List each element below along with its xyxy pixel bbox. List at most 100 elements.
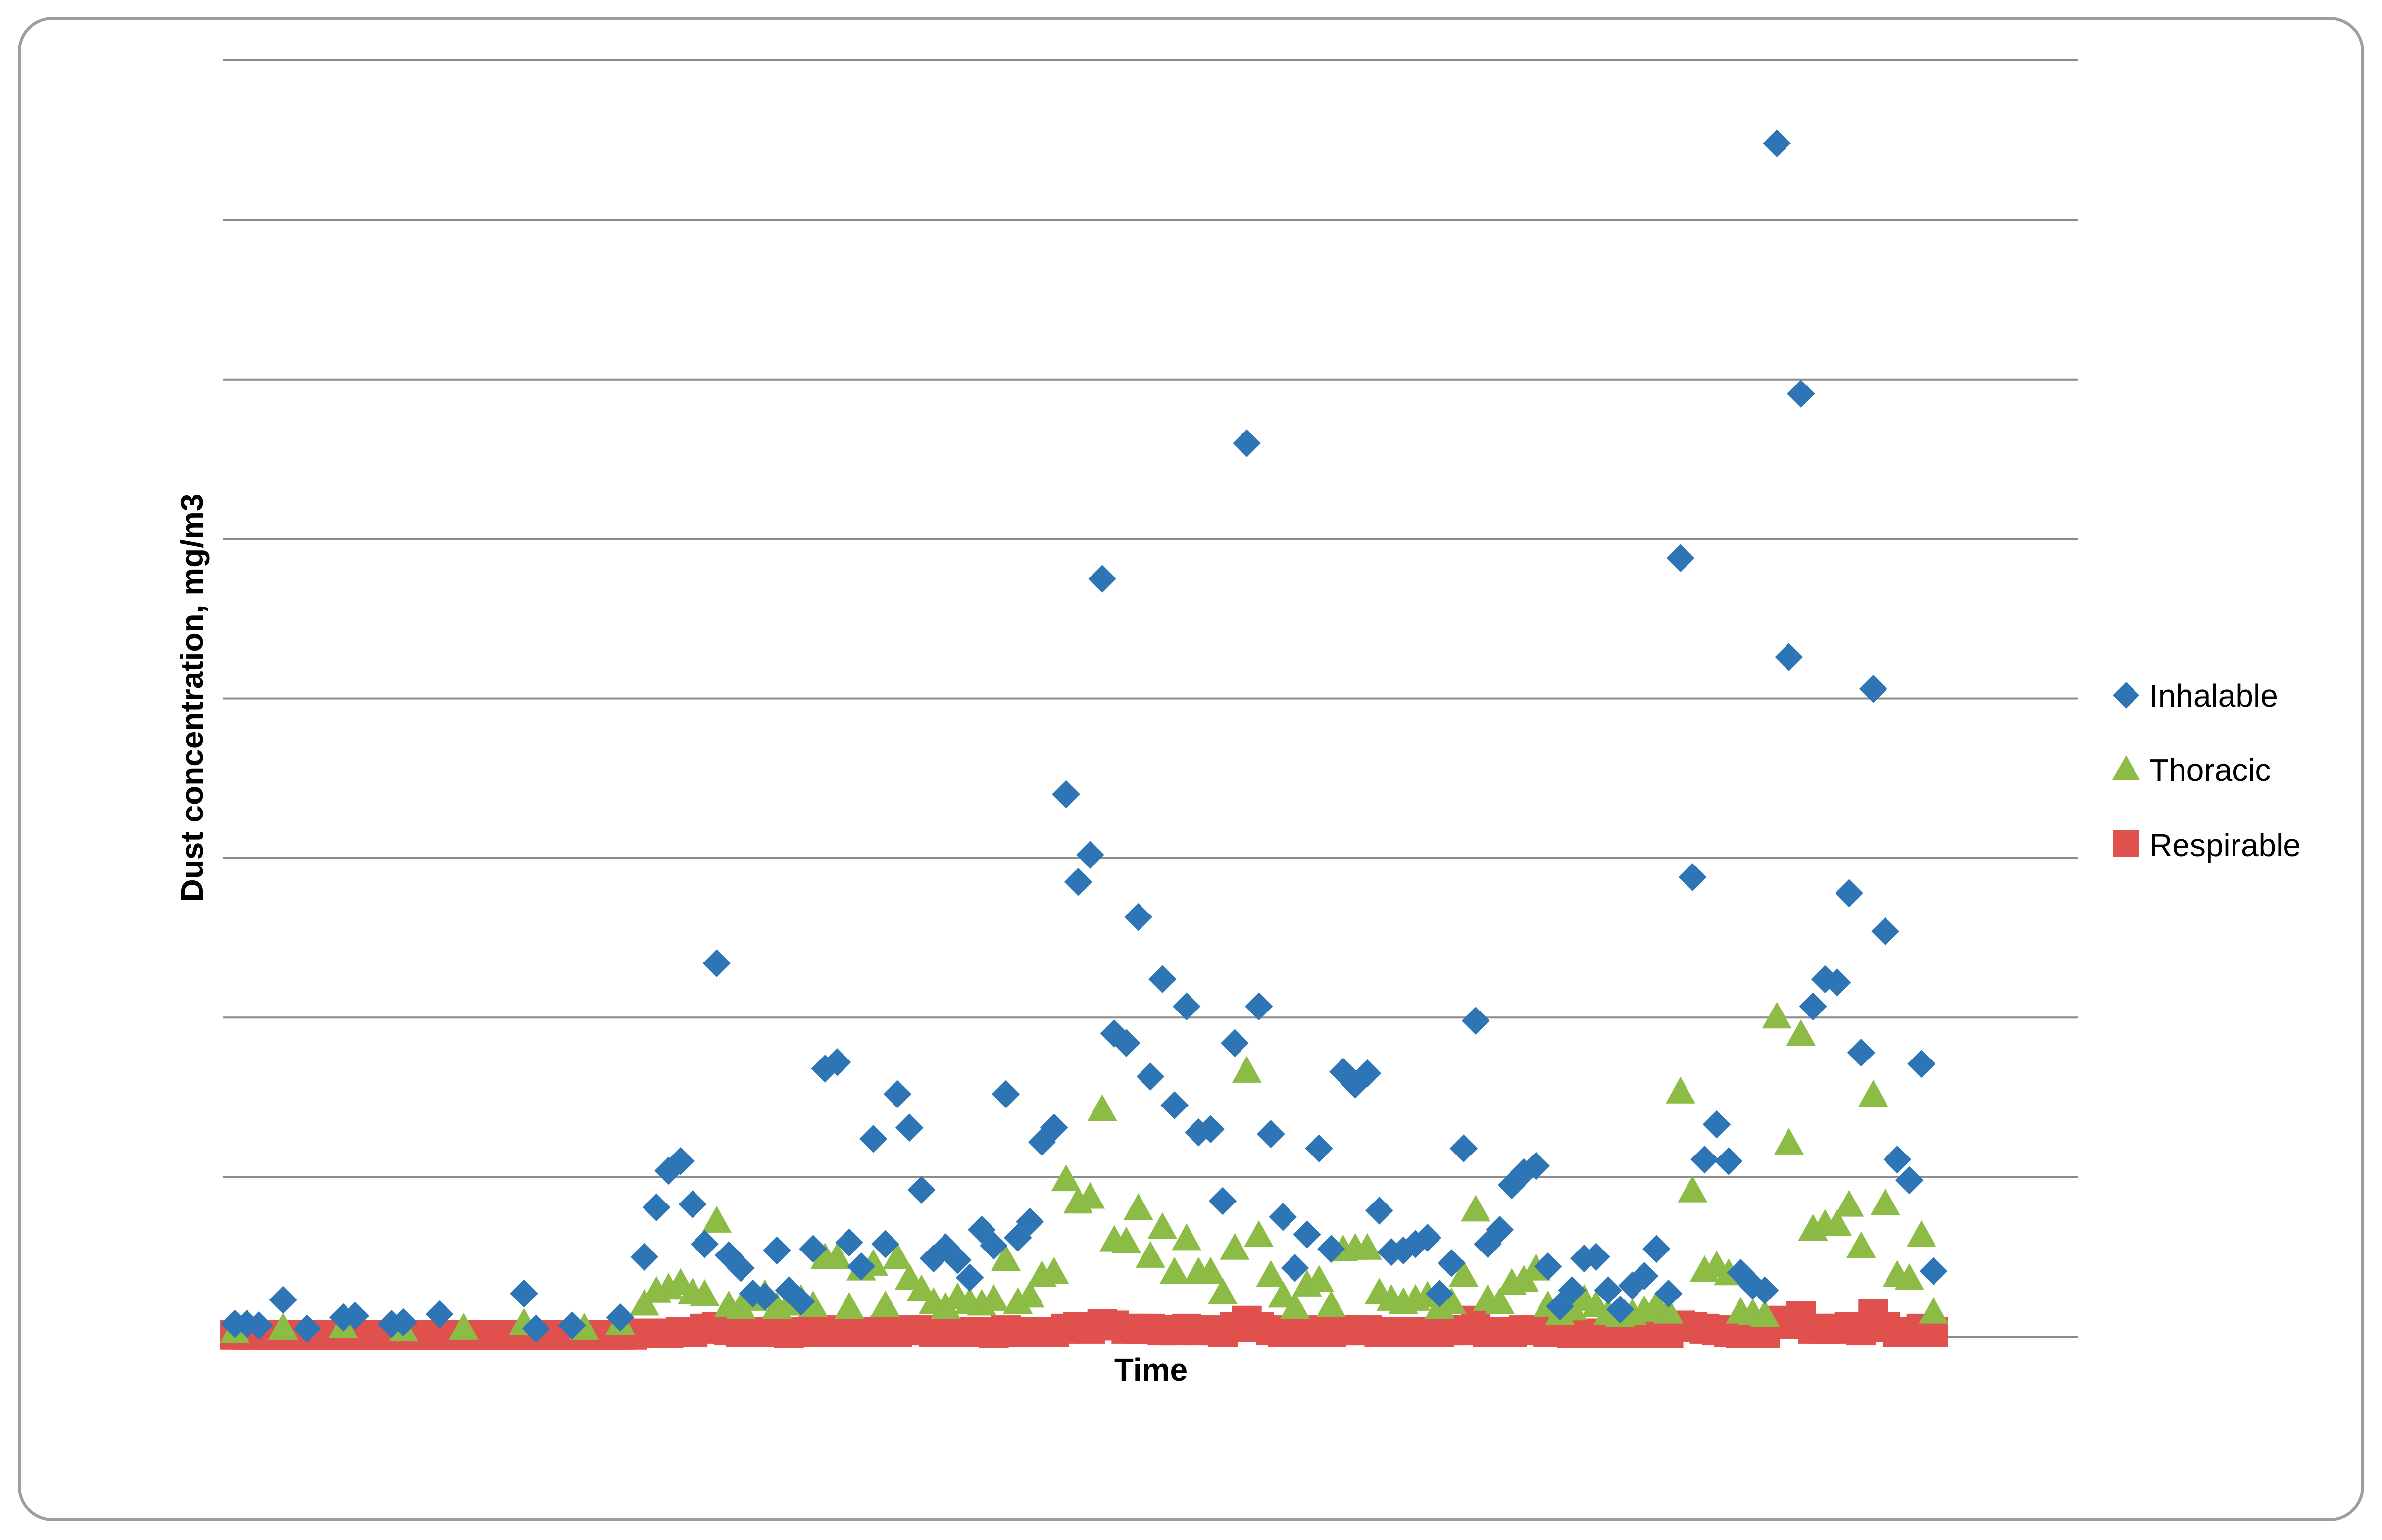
inhalable-point-18: [678, 1190, 707, 1218]
thoracic-point-109: [1846, 1231, 1876, 1258]
thoracic-point-53: [1172, 1223, 1202, 1251]
thoracic-series: [220, 1002, 1948, 1343]
legend: Inhalable Thoracic Respirable: [2112, 678, 2301, 863]
thoracic-point-55: [1195, 1257, 1226, 1284]
thoracic-point-31: [906, 1274, 937, 1301]
inhalable-point-100: [1666, 544, 1695, 573]
inhalable-point-11: [522, 1314, 550, 1343]
inhalable-point-19: [691, 1230, 719, 1258]
legend-label-respirable: Respirable: [2149, 827, 2301, 863]
inhalable-point-114: [1835, 879, 1863, 908]
thoracic-point-76: [1448, 1260, 1479, 1287]
inhalable-point-79: [1413, 1223, 1442, 1252]
y-axis-title: Dust concentration, mg/m3: [174, 494, 210, 902]
thoracic-point-79: [1485, 1287, 1515, 1314]
thoracic-point-42: [1039, 1257, 1069, 1284]
thoracic-point-43: [1051, 1164, 1081, 1192]
thoracic-point-94: [1665, 1076, 1695, 1104]
thoracic-point-46: [1087, 1094, 1117, 1121]
respirable-series: [220, 1299, 1948, 1350]
inhalable-point-64: [1233, 429, 1261, 457]
inhalable-point-37: [907, 1176, 936, 1204]
thoracic-point-111: [1870, 1188, 1900, 1215]
thoracic-point-93: [1653, 1297, 1684, 1324]
inhalable-point-36: [895, 1113, 924, 1142]
inhalable-point-28: [799, 1235, 827, 1263]
thoracic-point-24: [822, 1243, 852, 1270]
thoracic-point-107: [1822, 1209, 1852, 1236]
inhalable-point-104: [1714, 1147, 1743, 1175]
legend-label-thoracic: Thoracic: [2149, 752, 2271, 788]
inhalable-point-98: [1642, 1235, 1671, 1263]
inhalable-point-67: [1269, 1203, 1297, 1231]
inhalable-point-109: [1775, 643, 1803, 671]
thoracic-point-113: [1894, 1263, 1925, 1290]
inhalable-point-118: [1883, 1145, 1912, 1174]
gridlines: [223, 59, 2078, 1338]
inhalable-point-93: [1582, 1243, 1610, 1271]
thoracic-point-57: [1220, 1233, 1250, 1260]
thoracic-point-38: [991, 1244, 1021, 1271]
inhalable-point-71: [1317, 1235, 1345, 1263]
inhalable-point-10: [510, 1279, 538, 1308]
legend-label-inhalable: Inhalable: [2149, 678, 2278, 714]
thoracic-point-114: [1906, 1220, 1936, 1247]
thoracic-point-68: [1352, 1233, 1383, 1260]
legend-item-respirable: Respirable: [2113, 827, 2301, 863]
inhalable-point-3: [269, 1286, 297, 1314]
thoracic-point-75: [1437, 1287, 1467, 1314]
inhalable-point-120: [1907, 1050, 1935, 1078]
inhalable-point-4: [293, 1314, 321, 1343]
inhalable-point-34: [871, 1230, 899, 1258]
inhalable-point-63: [1221, 1029, 1249, 1058]
inhalable-point-107: [1750, 1276, 1779, 1304]
thoracic-point-101: [1750, 1300, 1780, 1327]
inhalable-point-75: [1365, 1197, 1393, 1225]
inhalable-point-54: [1112, 1029, 1141, 1058]
thoracic-point-50: [1136, 1241, 1165, 1268]
thoracic-point-95: [1678, 1175, 1708, 1203]
inhalable-point-14: [630, 1243, 659, 1271]
inhalable-point-25: [763, 1236, 791, 1265]
legend-item-thoracic: Thoracic: [2112, 752, 2271, 788]
thoracic-point-48: [1111, 1226, 1141, 1253]
inhalable-point-97: [1630, 1262, 1659, 1290]
x-axis-title: Time: [1114, 1352, 1188, 1388]
thoracic-point-4: [448, 1312, 479, 1340]
thoracic-point-14: [701, 1205, 732, 1233]
inhalable-point-101: [1678, 863, 1707, 891]
thoracic-point-77: [1461, 1195, 1491, 1222]
inhalable-point-40: [943, 1246, 972, 1274]
inhalable-point-49: [1052, 780, 1080, 809]
inhalable-point-68: [1281, 1254, 1309, 1282]
inhalable-point-62: [1208, 1187, 1237, 1215]
inhalable-point-103: [1702, 1110, 1731, 1139]
inhalable-point-61: [1196, 1115, 1225, 1144]
thoracic-point-37: [979, 1284, 1009, 1311]
thoracic-point-59: [1244, 1220, 1274, 1247]
inhalable-point-30: [823, 1048, 851, 1076]
inhalable-point-59: [1172, 992, 1201, 1020]
inhalable-point-13: [606, 1303, 635, 1332]
inhalable-point-80: [1425, 1279, 1454, 1308]
inhalable-point-65: [1244, 992, 1273, 1020]
inhalable-point-91: [1558, 1276, 1587, 1304]
thoracic-point-29: [882, 1243, 912, 1270]
inhalable-point-81: [1438, 1249, 1466, 1277]
thoracic-point-52: [1159, 1257, 1190, 1284]
inhalable-point-69: [1293, 1220, 1321, 1249]
inhalable-point-51: [1076, 841, 1104, 869]
inhalable-point-35: [883, 1080, 912, 1108]
inhalable-point-113: [1823, 968, 1851, 997]
thoracic-point-102: [1762, 1002, 1792, 1029]
thoracic-point-110: [1858, 1080, 1888, 1107]
thoracic-point-58: [1232, 1056, 1262, 1083]
thoracic-point-13: [690, 1279, 720, 1306]
inhalable-point-94: [1594, 1276, 1623, 1304]
inhalable-point-42: [967, 1215, 996, 1244]
inhalable-point-17: [666, 1147, 695, 1175]
thoracic-point-51: [1147, 1212, 1178, 1239]
inhalable-point-110: [1786, 380, 1815, 408]
inhalable-point-52: [1088, 565, 1116, 593]
